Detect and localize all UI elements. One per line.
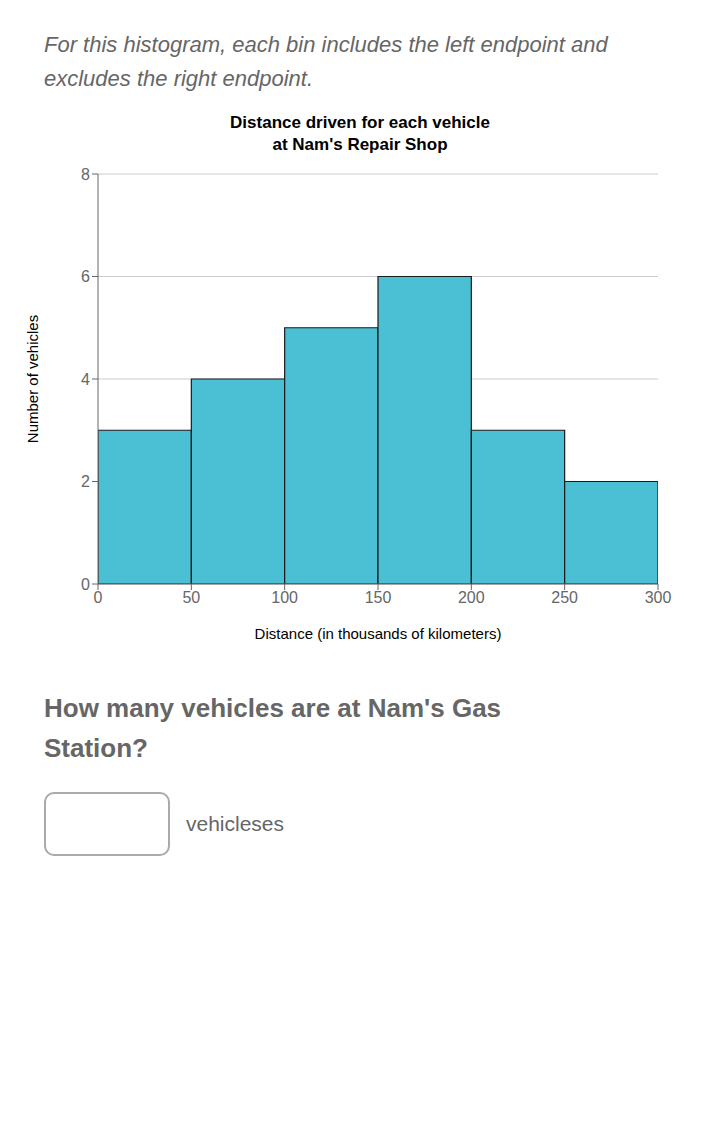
html-text:For this histogram, each bin i: For this histogram, each bin includes th… <box>44 32 608 91</box>
svg-text:6: 6 <box>81 268 90 285</box>
svg-text:0: 0 <box>81 576 90 593</box>
svg-text:Number of vehicles: Number of vehicles <box>24 315 41 443</box>
svg-text:200: 200 <box>458 589 485 606</box>
html-text:Distance driven for each vehic: Distance driven for each vehicle at Nam'… <box>230 113 490 154</box>
svg-text:Distance (in thousands of kilo: Distance (in thousands of kilometers) <box>255 625 502 642</box>
svg-text:100: 100 <box>271 589 298 606</box>
svg-text:300: 300 <box>645 589 672 606</box>
svg-text:2: 2 <box>81 473 90 490</box>
svg-text:0: 0 <box>94 589 103 606</box>
svg-text:50: 50 <box>182 589 200 606</box>
html-text:How many vehicles are at Nam's: How many vehicles are at Nam's Gas Stati… <box>44 693 502 763</box>
html-text:vehicleses: vehicleses <box>186 812 285 835</box>
svg-text:250: 250 <box>551 589 578 606</box>
svg-text:4: 4 <box>81 371 90 388</box>
svg-text:8: 8 <box>81 166 90 183</box>
svg-text:150: 150 <box>365 589 392 606</box>
